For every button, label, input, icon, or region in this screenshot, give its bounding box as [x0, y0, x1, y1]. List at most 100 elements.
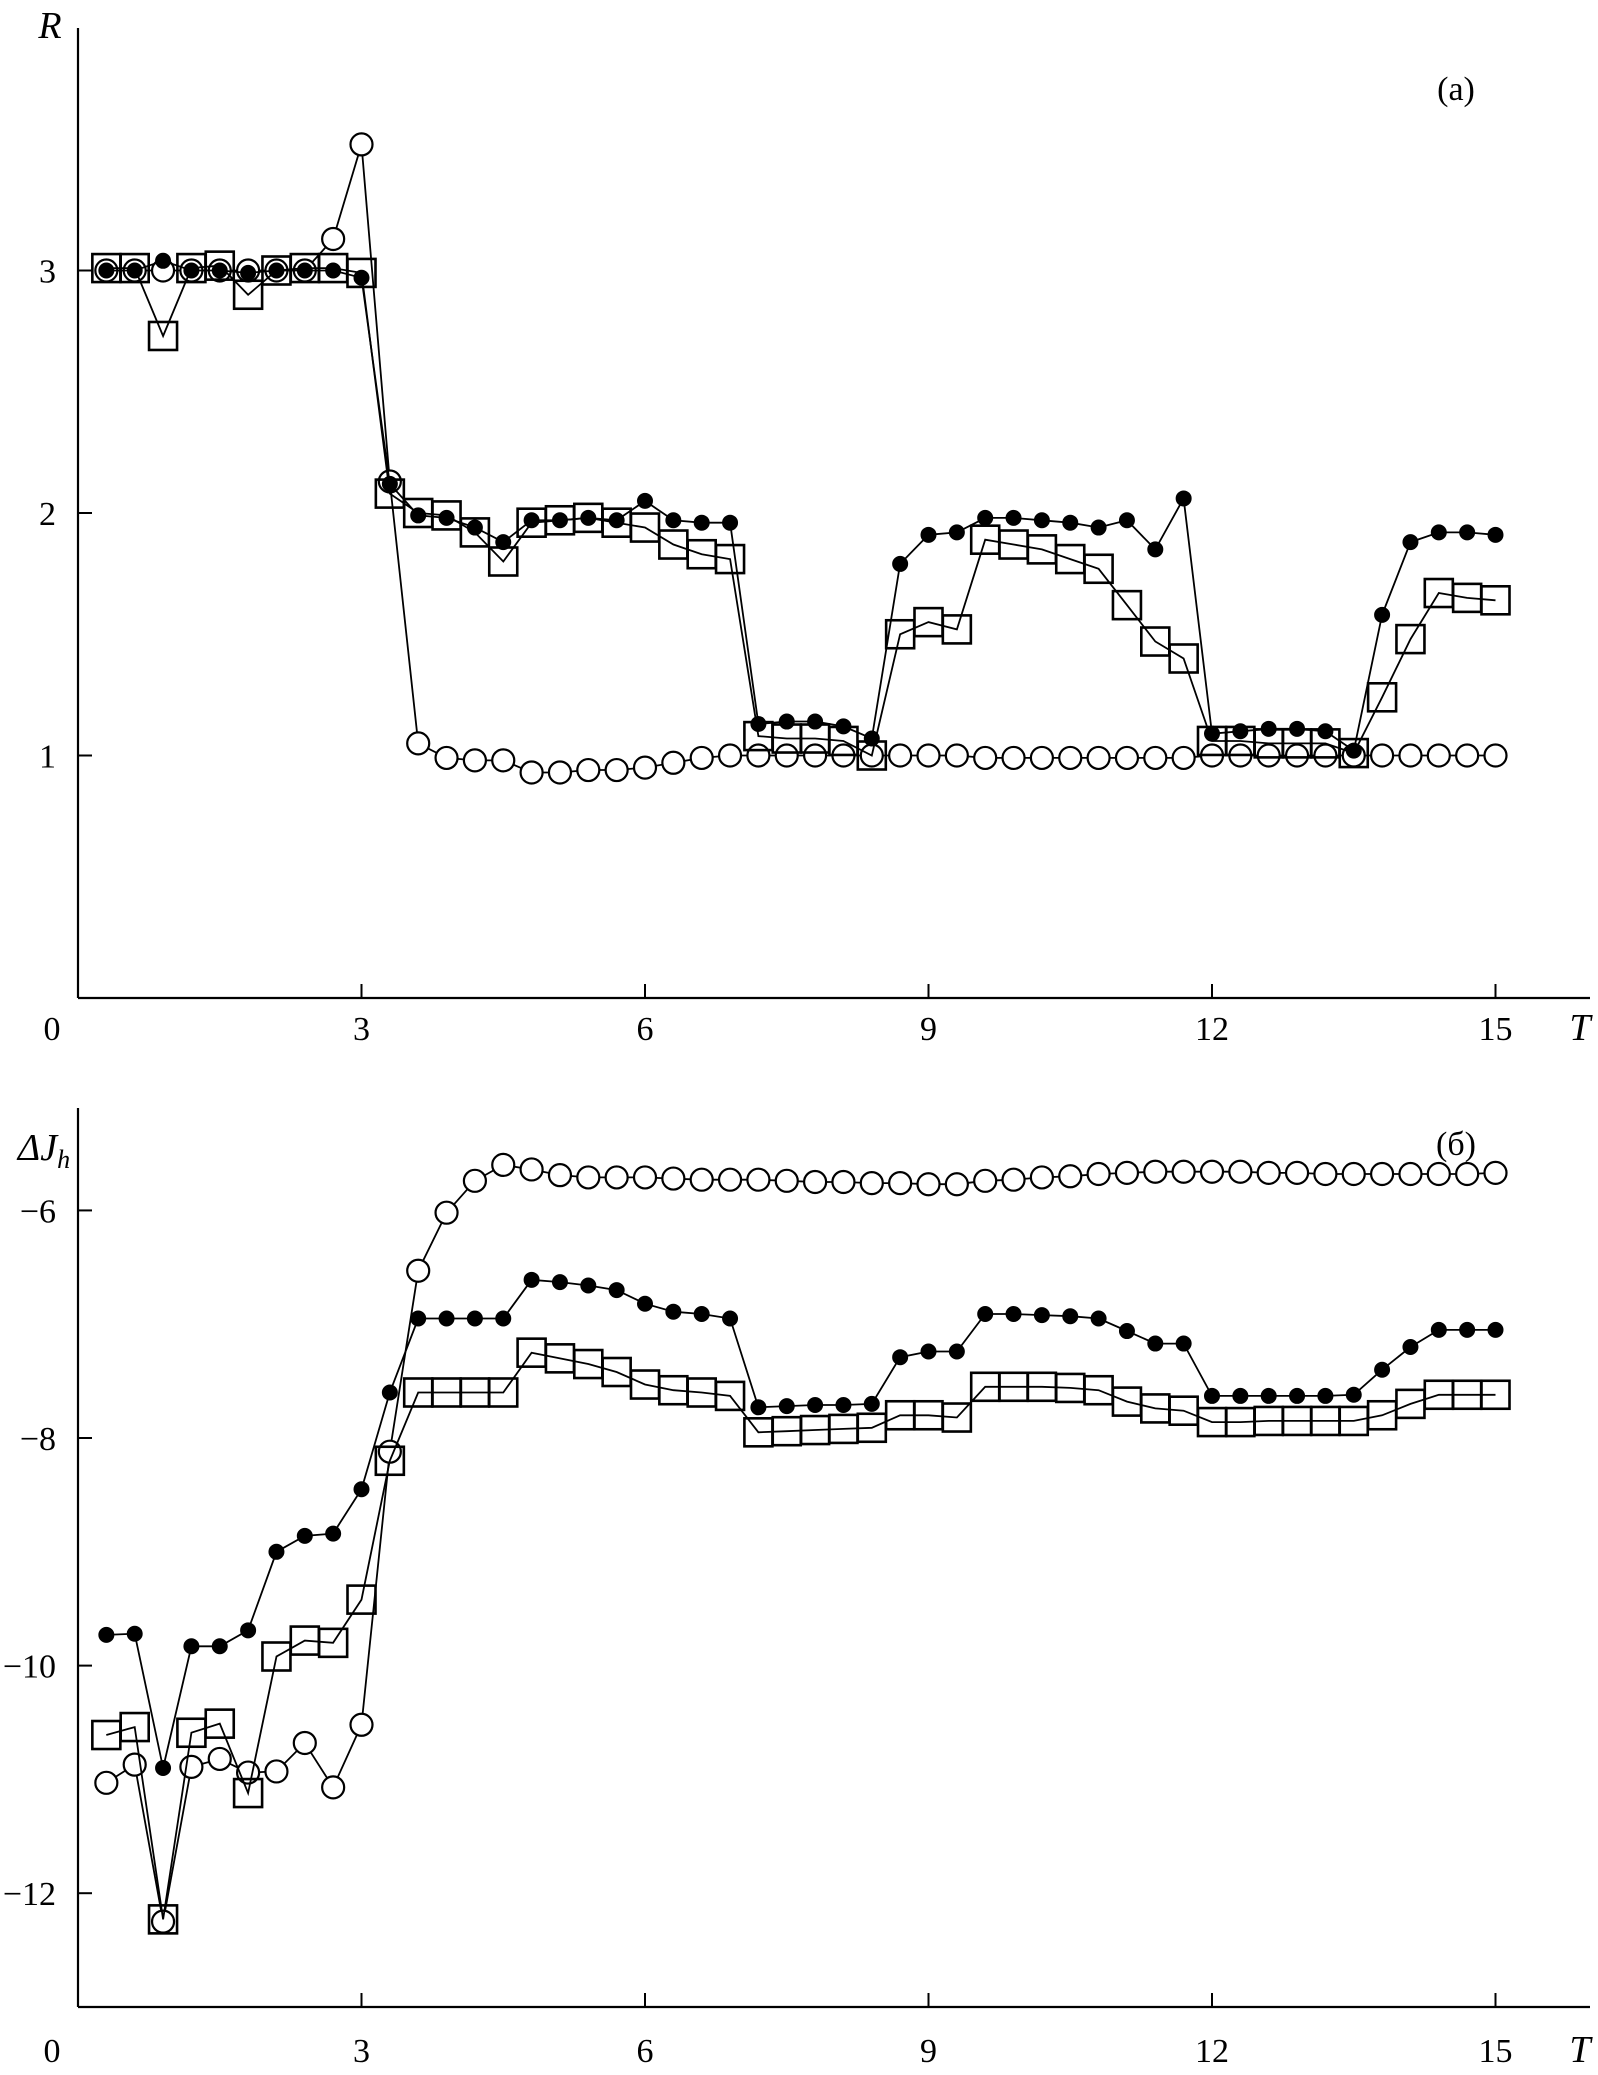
point-open-square — [204, 1708, 236, 1739]
point-open-circle — [632, 1165, 658, 1190]
point-open-circle — [1455, 1161, 1480, 1187]
point-filled-circle — [353, 1481, 370, 1498]
point-open-circle — [1256, 743, 1281, 768]
point-filled-circle — [1033, 1307, 1050, 1324]
point-filled-circle — [1118, 512, 1135, 529]
point-filled-circle — [1374, 606, 1391, 623]
series-line — [106, 1278, 1496, 1769]
point-open-circle — [1483, 1160, 1508, 1185]
point-open-circle — [1341, 1161, 1366, 1187]
point-open-circle — [1029, 1165, 1055, 1190]
point-filled-circle — [637, 492, 653, 509]
point-filled-circle — [1317, 723, 1334, 740]
point-open-circle — [406, 1258, 431, 1283]
point-open-square — [147, 320, 179, 352]
series-line — [106, 264, 1496, 757]
point-filled-circle — [1005, 1305, 1022, 1322]
y-tick-label: −12 — [3, 1876, 56, 1913]
point-open-circle — [349, 132, 374, 157]
point-filled-circle — [495, 1310, 512, 1327]
point-open-circle — [944, 1172, 969, 1197]
panel-label: (б) — [1436, 1126, 1476, 1163]
point-open-square — [346, 257, 377, 289]
point-open-circle — [1114, 1160, 1140, 1185]
point-filled-circle — [1005, 509, 1022, 526]
point-open-circle — [321, 226, 346, 252]
point-open-square — [346, 1584, 377, 1615]
point-open-circle — [1369, 1161, 1395, 1187]
point-filled-circle — [892, 1349, 909, 1366]
point-open-square — [1083, 553, 1114, 585]
point-filled-circle — [1402, 1338, 1419, 1355]
x-tick-label: 3 — [353, 2033, 370, 2070]
point-open-circle — [321, 1775, 346, 1800]
point-open-circle — [491, 748, 516, 773]
point-filled-circle — [1033, 512, 1050, 529]
point-open-circle — [1171, 1159, 1196, 1184]
point-filled-circle — [240, 264, 257, 281]
point-filled-circle — [693, 514, 710, 531]
point-filled-circle — [778, 1398, 795, 1415]
point-filled-circle — [1459, 1321, 1476, 1338]
point-open-circle — [746, 1167, 771, 1192]
y-axis-label: R — [37, 5, 61, 47]
point-filled-circle — [1374, 1361, 1391, 1378]
point-open-circle — [1398, 1161, 1423, 1187]
point-filled-circle — [637, 1295, 653, 1312]
point-filled-circle — [665, 1303, 682, 1320]
panel-b: 0 3 6 9 12 15 −6 −8 −10 −12 T ΔJh (б) — [3, 1108, 1593, 2071]
point-open-circle — [1426, 1161, 1451, 1187]
point-filled-circle — [325, 1525, 342, 1542]
point-open-circle — [1058, 745, 1083, 771]
series-filled-circle — [98, 252, 1504, 759]
series-line — [106, 259, 1496, 753]
y-tick-label: −6 — [20, 1193, 56, 1230]
point-open-square — [1140, 626, 1171, 657]
series-line — [106, 144, 1496, 774]
point-filled-circle — [296, 262, 313, 279]
point-filled-circle — [551, 1274, 568, 1291]
point-open-circle — [1313, 1161, 1338, 1187]
point-filled-circle — [1118, 1323, 1135, 1340]
point-open-square — [459, 517, 491, 548]
point-filled-circle — [155, 1760, 172, 1777]
point-filled-circle — [495, 534, 512, 551]
point-open-circle — [1086, 745, 1111, 771]
point-filled-circle — [1204, 1387, 1220, 1404]
point-filled-circle — [1260, 1387, 1277, 1404]
point-open-circle — [973, 745, 998, 771]
point-open-circle — [576, 1165, 601, 1190]
point-open-circle — [746, 743, 771, 768]
point-filled-circle — [466, 1310, 483, 1327]
point-open-square — [1480, 1379, 1511, 1411]
y-tick-label: −10 — [3, 1649, 56, 1686]
point-filled-circle — [268, 1543, 285, 1560]
point-open-circle — [888, 743, 913, 768]
point-filled-circle — [920, 526, 937, 543]
point-open-circle — [122, 1752, 147, 1777]
series-open-square — [91, 250, 1511, 771]
point-filled-circle — [325, 262, 342, 279]
point-open-circle — [349, 1712, 374, 1737]
point-filled-circle — [183, 262, 200, 279]
point-open-circle — [1199, 1159, 1225, 1184]
point-filled-circle — [98, 1626, 115, 1643]
x-tick-label: 6 — [637, 2033, 654, 2070]
point-open-circle — [179, 1754, 204, 1779]
series-filled-circle — [98, 1271, 1504, 1777]
point-open-circle — [604, 757, 629, 783]
point-filled-circle — [1175, 1335, 1192, 1352]
point-filled-circle — [1090, 1310, 1107, 1327]
point-open-circle — [1171, 745, 1196, 771]
point-open-circle — [434, 745, 459, 771]
point-open-circle — [1228, 1159, 1253, 1184]
y-tick-label: 1 — [39, 739, 56, 776]
point-open-circle — [1029, 745, 1055, 771]
x-tick-label: 12 — [1195, 2033, 1229, 2070]
point-filled-circle — [1345, 1386, 1362, 1403]
point-open-circle — [94, 1770, 119, 1795]
point-open-circle — [802, 743, 828, 768]
point-filled-circle — [750, 715, 767, 732]
point-open-circle — [491, 1152, 516, 1177]
